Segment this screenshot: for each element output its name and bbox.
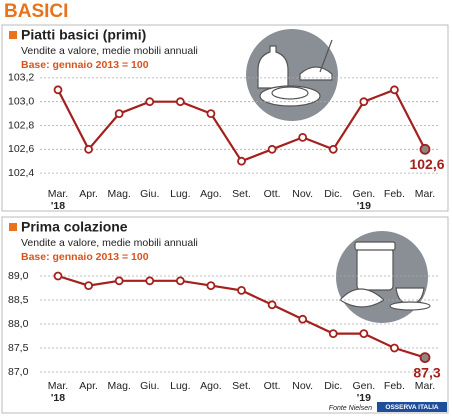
y-tick-label: 88,5 (8, 294, 29, 306)
point (359, 329, 369, 339)
source: Fonte Nielsen (329, 405, 372, 412)
x-tick-label: Feb. (384, 380, 405, 392)
x-tick-label: Nov. (292, 188, 313, 200)
point (328, 144, 338, 154)
point (145, 276, 155, 286)
point (53, 271, 63, 281)
point (419, 143, 431, 155)
chart-subtitle: Vendite a valore, medie mobili annuali (21, 237, 198, 249)
year-label: '19 (357, 200, 371, 212)
point (206, 109, 216, 118)
page-title: BASICI (4, 1, 68, 22)
chart-title: Prima colazione (21, 219, 128, 235)
point (206, 281, 216, 291)
x-tick-label: Mar. (415, 188, 435, 200)
x-tick-label: Feb. (384, 188, 405, 200)
pasta-icon (246, 29, 338, 121)
chart-note: Base: gennaio 2013 = 100 (21, 59, 149, 71)
x-tick-label: Apr. (79, 188, 98, 200)
y-tick-label: 89,0 (8, 270, 29, 282)
point (267, 300, 277, 310)
x-tick-label: Lug. (170, 380, 190, 392)
x-tick-label: Dic. (324, 188, 342, 200)
y-tick-label: 103,2 (8, 72, 34, 84)
x-tick-label: Mag. (107, 188, 130, 200)
point (84, 281, 93, 291)
x-tick-label: Mar. (48, 380, 68, 392)
point (328, 329, 338, 339)
logo: OSSERVA ITALIA (385, 404, 439, 411)
year-label: '19 (357, 392, 371, 404)
panel (1, 24, 449, 212)
point (359, 97, 369, 107)
y-tick-label: 102,8 (8, 119, 34, 131)
point (114, 109, 124, 118)
point (298, 314, 308, 324)
x-tick-label: Mar. (48, 188, 68, 200)
x-tick-label: Nov. (292, 380, 313, 392)
y-tick-label: 103,0 (8, 95, 34, 107)
x-tick-label: Ott. (264, 380, 281, 392)
y-tick-label: 88,0 (8, 318, 29, 330)
point (175, 276, 185, 286)
title-marker (9, 223, 17, 231)
value-label: 102,6 (409, 156, 444, 172)
value-label: 87,3 (413, 364, 440, 380)
chart-subtitle: Vendite a valore, medie mobili annuali (21, 45, 198, 57)
point (237, 285, 246, 295)
x-tick-label: Set. (232, 188, 251, 200)
x-tick-label: Giu. (140, 380, 159, 392)
x-tick-label: Set. (232, 380, 251, 392)
chart-note: Base: gennaio 2013 = 100 (21, 251, 149, 263)
x-tick-label: Ott. (264, 188, 281, 200)
point (175, 97, 185, 107)
year-label: '18 (51, 200, 65, 212)
logo-box (377, 402, 447, 412)
point (419, 352, 431, 364)
point (237, 156, 246, 166)
point (53, 85, 63, 95)
x-tick-label: Ago. (200, 188, 222, 200)
x-tick-label: Gen. (352, 188, 375, 200)
point (267, 144, 277, 154)
y-tick-label: 102,4 (8, 167, 34, 179)
point (114, 276, 124, 286)
x-tick-label: Giu. (140, 188, 159, 200)
x-tick-label: Mag. (107, 380, 130, 392)
x-tick-label: Mar. (415, 380, 435, 392)
x-tick-label: Gen. (352, 380, 375, 392)
point (298, 132, 308, 142)
x-tick-label: Ago. (200, 380, 222, 392)
point (145, 97, 155, 107)
year-label: '18 (51, 392, 65, 404)
y-tick-label: 87,0 (8, 366, 29, 378)
x-tick-label: Lug. (170, 188, 190, 200)
title-marker (9, 31, 17, 39)
x-tick-label: Apr. (79, 380, 98, 392)
y-tick-label: 102,6 (8, 143, 34, 155)
point (390, 85, 399, 95)
y-tick-label: 87,5 (8, 342, 29, 354)
chart-title: Piatti basici (primi) (21, 27, 146, 43)
point (84, 144, 93, 154)
point (390, 343, 399, 353)
x-tick-label: Dic. (324, 380, 342, 392)
